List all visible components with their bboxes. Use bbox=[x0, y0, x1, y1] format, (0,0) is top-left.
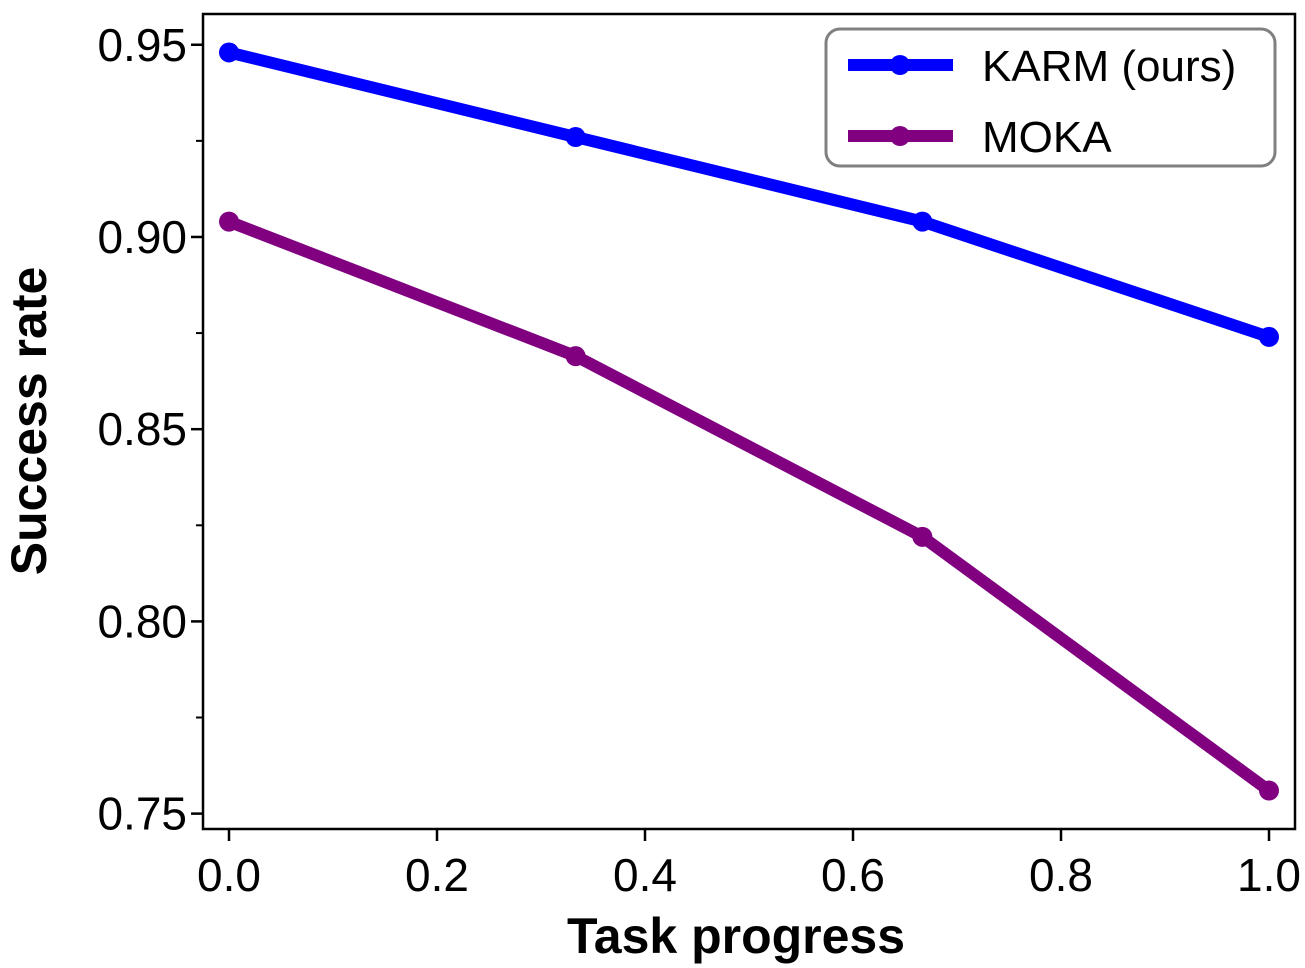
legend-label-moka: MOKA bbox=[982, 113, 1112, 162]
legend-marker-karm bbox=[890, 55, 910, 75]
x-tick-label: 0.8 bbox=[1029, 849, 1093, 901]
data-point-moka bbox=[565, 346, 586, 367]
legend-marker-moka bbox=[890, 126, 910, 146]
x-tick-label: 0.4 bbox=[613, 849, 677, 901]
x-tick-label: 1.0 bbox=[1237, 849, 1301, 901]
legend: KARM (ours) MOKA bbox=[824, 27, 1277, 168]
plot-frame bbox=[201, 12, 1297, 831]
data-point-moka bbox=[912, 526, 933, 547]
data-point-karm bbox=[912, 211, 933, 232]
data-point-moka bbox=[1259, 780, 1279, 801]
series-line-karm bbox=[223, 46, 1275, 343]
y-tick-label: 0.90 bbox=[97, 211, 187, 263]
y-axis-title: Success rate bbox=[1, 267, 57, 576]
y-axis-ticks: 0.75 0.80 0.85 0.90 0.95 bbox=[97, 19, 203, 840]
series-line-moka bbox=[223, 215, 1275, 797]
data-point-karm bbox=[565, 127, 586, 148]
y-tick-label: 0.95 bbox=[97, 19, 187, 71]
legend-label-karm: KARM (ours) bbox=[982, 42, 1236, 91]
y-tick-label: 0.85 bbox=[97, 403, 187, 455]
y-tick-label: 0.80 bbox=[97, 595, 187, 647]
data-point-karm bbox=[219, 42, 239, 63]
data-point-karm bbox=[1259, 326, 1279, 347]
x-axis-ticks: 0.0 0.2 0.4 0.6 0.8 1.0 bbox=[197, 829, 1301, 901]
y-tick-label: 0.75 bbox=[97, 788, 187, 840]
x-tick-label: 0.6 bbox=[821, 849, 885, 901]
x-axis-title: Task progress bbox=[567, 908, 905, 964]
data-point-moka bbox=[219, 211, 239, 232]
x-tick-label: 0.0 bbox=[197, 849, 261, 901]
x-tick-label: 0.2 bbox=[405, 849, 469, 901]
series-layer bbox=[219, 42, 1279, 801]
